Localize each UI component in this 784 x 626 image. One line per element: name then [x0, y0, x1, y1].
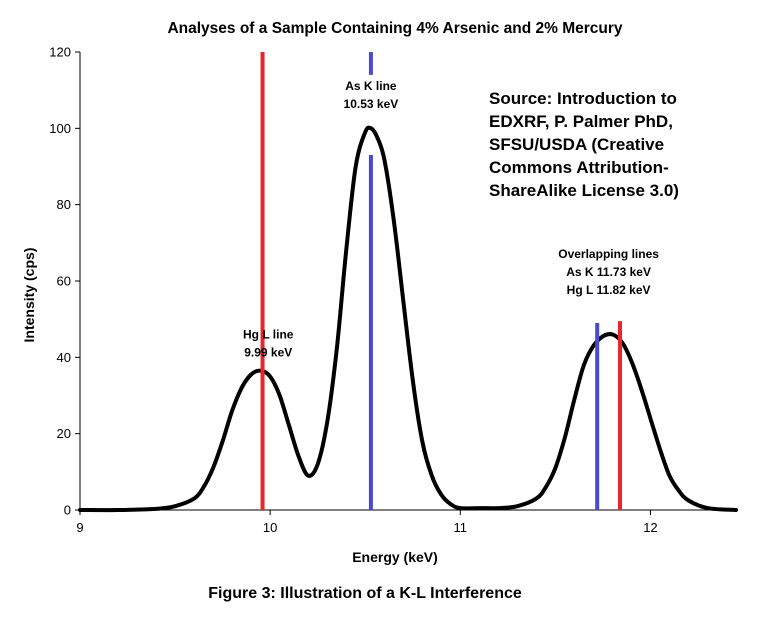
x-tick-label: 10 [263, 520, 277, 535]
y-axis-label: Intensity (cps) [21, 248, 37, 343]
y-tick-label: 60 [57, 274, 71, 289]
source-note: Source: Introduction to EDXRF, P. Palmer … [489, 89, 679, 200]
y-tick-label: 0 [64, 503, 71, 518]
y-tick-label: 100 [49, 121, 71, 136]
y-tick-label: 80 [57, 197, 71, 212]
annotation-label: 9.99 keV [244, 345, 292, 359]
source-note-line: EDXRF, P. Palmer PhD, [489, 112, 673, 131]
source-note-line: Commons Attribution- [489, 158, 669, 177]
source-note-line: SFSU/USDA (Creative [489, 135, 664, 154]
annotation-label: Hg L line [243, 327, 294, 341]
x-tick-label: 11 [454, 520, 468, 535]
plot-area: 0 20 40 60 80 100 120 9 10 11 12 Hg L line 9.99 keV A… [49, 45, 738, 535]
x-axis-label: Energy (keV) [352, 549, 438, 565]
annotation-label: 10.53 keV [344, 97, 399, 111]
y-tick-label: 120 [49, 45, 71, 60]
chart-title: Analyses of a Sample Containing 4% Arsen… [167, 20, 622, 37]
source-note-line: ShareAlike License 3.0) [489, 181, 679, 200]
y-tick-label: 40 [57, 350, 71, 365]
annotation-label: Hg L 11.82 keV [567, 283, 651, 297]
y-tick-label: 20 [57, 426, 71, 441]
annotation-label: As K line [345, 79, 397, 93]
x-tick-label: 9 [76, 520, 83, 535]
figure-caption: Figure 3: Illustration of a K-L Interfer… [208, 585, 522, 602]
source-note-line: Source: Introduction to [489, 89, 677, 108]
x-tick-label: 12 [643, 520, 657, 535]
annotation-label: Overlapping lines [558, 247, 659, 261]
annotation-label: As K 11.73 keV [566, 265, 651, 279]
